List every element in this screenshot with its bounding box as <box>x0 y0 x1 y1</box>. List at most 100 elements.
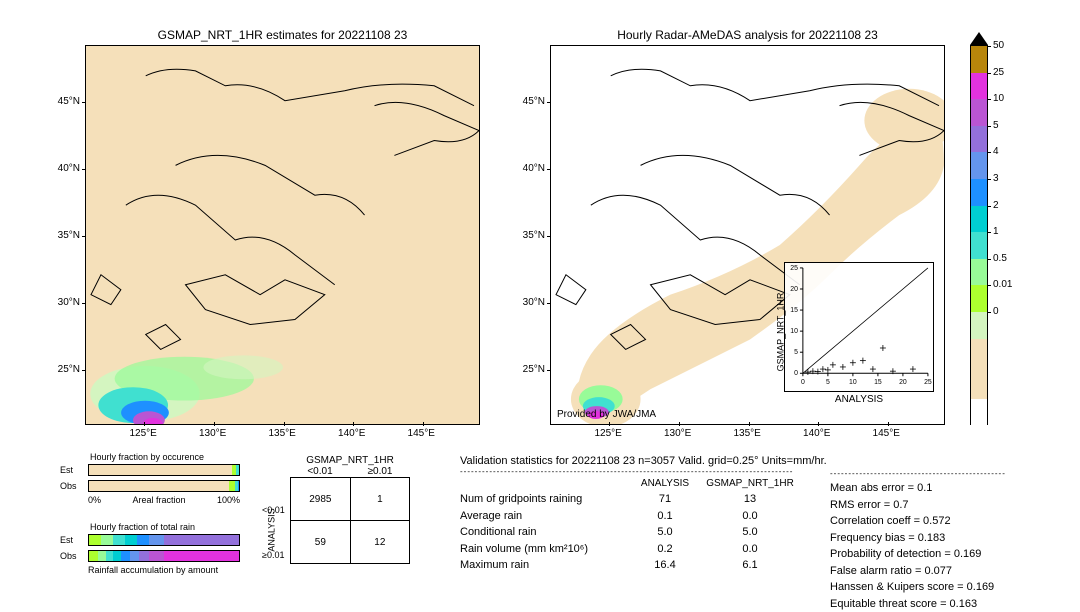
bar-segment <box>164 551 239 561</box>
bar-track <box>88 480 240 492</box>
ytick-label: 45°N <box>523 96 545 107</box>
validation-row: Rain volume (mm km²10⁶)0.20.0 <box>460 541 827 558</box>
hourly-fraction-occurrence: Hourly fraction by occurence EstObs0%Are… <box>60 450 240 505</box>
xtick-label: 135°E <box>734 428 761 439</box>
val-row-name: Average rain <box>460 508 630 525</box>
validation-title: Validation statistics for 20221108 23 n=… <box>460 455 827 467</box>
hourly-fraction-total: Hourly fraction of total rain EstObsRain… <box>60 520 240 575</box>
colorbar-segment <box>971 339 987 400</box>
colorbar-segment <box>971 285 987 312</box>
svg-text:5: 5 <box>826 379 830 386</box>
svg-text:15: 15 <box>874 379 882 386</box>
val-row-v1: 0.1 <box>630 508 700 525</box>
figure-root: GSMAP_NRT_1HR estimates for 20221108 23 … <box>10 10 1070 602</box>
validation-stats: Validation statistics for 20221108 23 n=… <box>460 455 827 574</box>
ytick-label: 25°N <box>523 364 545 375</box>
xtick-label: 140°E <box>338 428 365 439</box>
scatter-plot: 00551010151520202525 <box>785 263 933 391</box>
svg-text:5: 5 <box>794 349 798 356</box>
colorbar-tick-label: 4 <box>993 146 999 157</box>
colorbar-segment <box>971 126 987 153</box>
map-radar-title: Hourly Radar-AMeDAS analysis for 2022110… <box>617 28 878 42</box>
cont-col-lt: <0.01 <box>290 466 350 477</box>
map-credit: Provided by JWA/JMA <box>557 409 656 420</box>
bar-row-label: Obs <box>60 551 88 561</box>
bar-row-label: Est <box>60 465 88 475</box>
dash-line-2: ----------------------------------------… <box>830 468 1006 480</box>
xtick-label: 135°E <box>269 428 296 439</box>
colorbar-tick-label: 0.5 <box>993 253 1007 264</box>
val-row-name: Num of gridpoints raining <box>460 491 630 508</box>
bar-segment <box>149 535 164 545</box>
bar-row: Est <box>60 463 240 477</box>
val-row-v1: 0.2 <box>630 541 700 558</box>
colorbar-tick-label: 3 <box>993 173 999 184</box>
val-row-v2: 6.1 <box>700 557 800 574</box>
val-row-name: Maximum rain <box>460 557 630 574</box>
svg-text:15: 15 <box>790 307 798 314</box>
map-gsmap: GSMAP_NRT_1HR estimates for 20221108 23 … <box>85 45 480 425</box>
colorbar-tick-label: 25 <box>993 67 1004 78</box>
val-row-name: Conditional rain <box>460 524 630 541</box>
svg-text:10: 10 <box>790 328 798 335</box>
colorbar-tick-label: 2 <box>993 200 999 211</box>
bar-segment <box>164 535 239 545</box>
validation-row: Average rain0.10.0 <box>460 508 827 525</box>
bar-segment <box>98 551 106 561</box>
svg-text:0: 0 <box>801 379 805 386</box>
occurrence-title: Hourly fraction by occurence <box>90 452 240 462</box>
bar-segment <box>125 535 137 545</box>
val-row-v2: 0.0 <box>700 541 800 558</box>
map-gsmap-canvas <box>86 46 479 424</box>
scatter-inset: 00551010151520202525 GSMAP_NRT_1HR ANALY… <box>784 262 934 392</box>
xtick-label: 125°E <box>129 428 156 439</box>
svg-text:25: 25 <box>790 265 798 272</box>
svg-text:20: 20 <box>899 379 907 386</box>
bar-track <box>88 550 240 562</box>
metric-row: Mean abs error = 0.1 <box>830 480 1006 497</box>
ytick-label: 35°N <box>58 230 80 241</box>
val-row-v2: 5.0 <box>700 524 800 541</box>
colorbar-segment <box>971 259 987 286</box>
colorbar-segment <box>971 73 987 100</box>
colorbar-tick-label: 1 <box>993 226 999 237</box>
colorbar-segment <box>971 179 987 206</box>
validation-row: Conditional rain5.05.0 <box>460 524 827 541</box>
bar-segment <box>89 481 229 491</box>
bar-segment <box>106 551 114 561</box>
colorbar-tick-label: 0.01 <box>993 279 1012 290</box>
bar-track <box>88 464 240 476</box>
ytick-label: 30°N <box>58 297 80 308</box>
colorbar-segment <box>971 312 987 339</box>
bar-segment <box>238 481 240 491</box>
bar-row-label: Obs <box>60 481 88 491</box>
svg-text:0: 0 <box>794 370 798 377</box>
metric-row: RMS error = 0.7 <box>830 497 1006 514</box>
metric-row: Probability of detection = 0.169 <box>830 546 1006 563</box>
colorbar-segment <box>971 46 987 73</box>
bar-footer: Rainfall accumulation by amount <box>88 565 240 575</box>
ytick-label: 30°N <box>523 297 545 308</box>
ytick-label: 40°N <box>523 163 545 174</box>
val-row-name: Rain volume (mm km²10⁶) <box>460 541 630 558</box>
ytick-label: 45°N <box>58 96 80 107</box>
bar-segment <box>89 465 232 475</box>
metric-row: Correlation coeff = 0.572 <box>830 513 1006 530</box>
contingency-table: 298515912 <box>290 477 410 564</box>
contingency-col-header: GSMAP_NRT_1HR <box>290 455 410 466</box>
ytick-label: 25°N <box>58 364 80 375</box>
bar-segment <box>149 551 164 561</box>
contingency-block: GSMAP_NRT_1HR <0.01 ≥0.01 298515912 ANAL… <box>270 455 410 477</box>
cont-row-lt: <0.01 <box>262 505 285 515</box>
bar-row: Obs <box>60 549 240 563</box>
val-col-gsmap: GSMAP_NRT_1HR <box>700 476 800 491</box>
bar-track <box>88 534 240 546</box>
bar-axis-center: Areal fraction <box>101 495 217 505</box>
bar-segment <box>113 535 125 545</box>
contingency-cell: 1 <box>350 478 409 521</box>
ytick-label: 35°N <box>523 230 545 241</box>
colorbar-tick-label: 50 <box>993 40 1004 51</box>
scatter-ylabel: GSMAP_NRT_1HR <box>775 293 785 372</box>
bar-segment <box>121 551 130 561</box>
bar-segment <box>113 551 121 561</box>
